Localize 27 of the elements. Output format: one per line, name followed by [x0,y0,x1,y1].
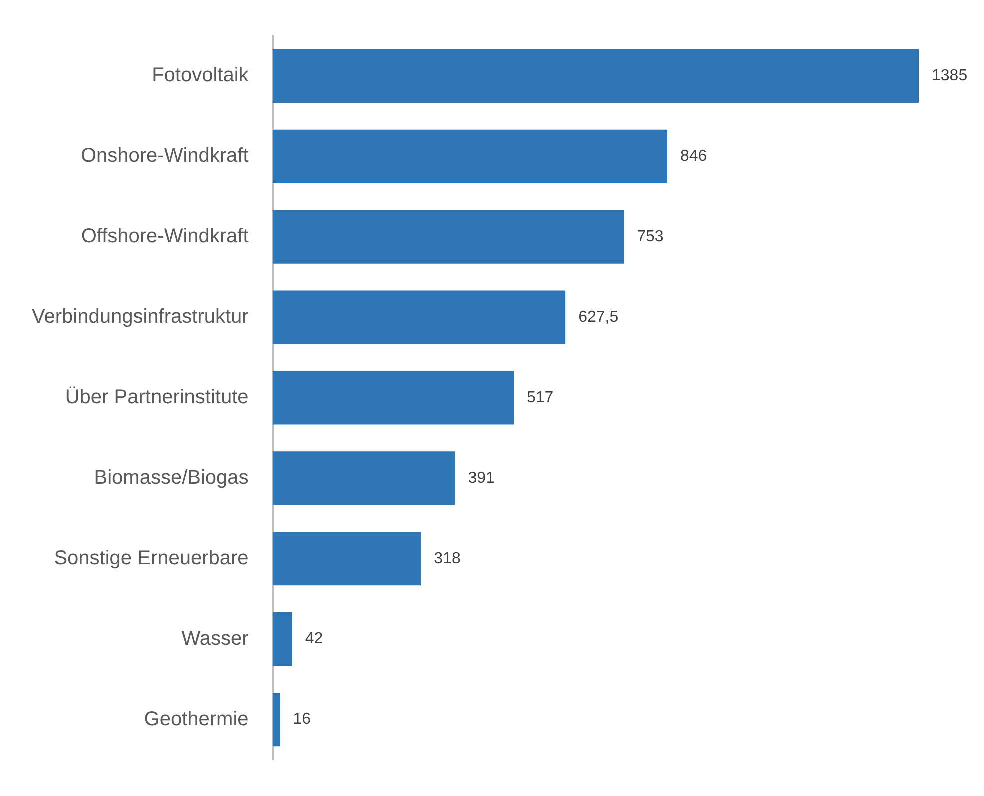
bar [272,290,566,344]
y-tick-label: Wasser [182,628,250,650]
y-tick-label: Geothermie [144,708,249,730]
bar [272,692,280,747]
y-tick-label: Sonstige Erneuerbare [54,547,249,570]
bar [272,371,514,425]
y-tick-label: Über Partnerinstitute [65,386,249,409]
y-tick-label: Offshore-Windkraft [81,226,250,248]
y-tick-label: Fotovoltaik [152,64,250,87]
bar [272,130,668,184]
bar [272,612,292,666]
bar [272,49,919,104]
data-label: 391 [468,470,496,487]
bar [272,532,422,586]
data-label: 318 [434,550,461,568]
bar [272,210,624,264]
data-label: 42 [305,630,324,648]
bar [272,452,456,506]
data-label: 1385 [932,68,968,85]
data-label: 627,5 [578,308,619,326]
y-tick-label: Verbindungsinfrastruktur [32,306,250,328]
data-label: 846 [680,148,708,166]
y-tick-label: Biomasse/Biogas [94,466,249,489]
data-label: 753 [637,228,664,246]
data-label: 16 [293,711,312,728]
data-label: 517 [527,389,554,406]
y-tick-label: Onshore-Windkraft [80,145,250,168]
